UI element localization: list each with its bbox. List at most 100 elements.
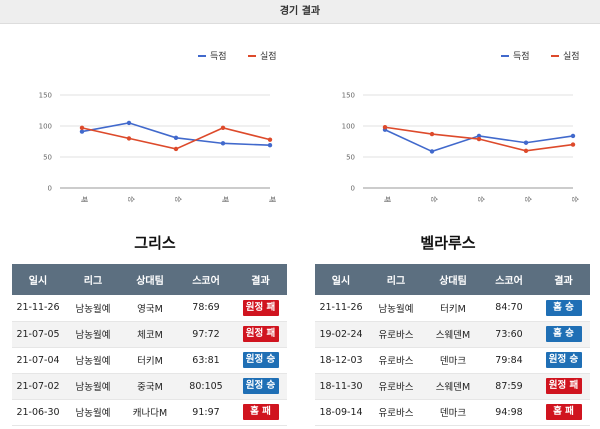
table-row: 18-09-14 유로바스 덴마크 94:98 홈 패 (315, 399, 590, 425)
results-table-greece: 일시 리그 상대팀 스코어 결과 21-11-26 남농월예 영국M 78:69 원정 … (12, 264, 287, 426)
data-point (570, 133, 576, 139)
y-tick-label: 150 (39, 92, 52, 100)
cell-result: 홈 패 (234, 399, 287, 425)
cell-opponent: 체코M (122, 321, 178, 347)
x-tick-label: 승 (174, 196, 182, 203)
cell-league: 유로바스 (367, 347, 425, 373)
cell-league: 남농월예 (64, 399, 122, 425)
cell-result: 원정 패 (234, 321, 287, 347)
table-row: 18-11-30 유로바스 스웨덴M 87:59 원정 패 (315, 373, 590, 399)
table-row: 21-11-26 남농월예 영국M 78:69 원정 패 (12, 295, 287, 321)
cell-score: 73:60 (481, 321, 537, 347)
cell-opponent: 중국M (122, 373, 178, 399)
cell-league: 남농월예 (64, 295, 122, 321)
cell-result: 원정 패 (537, 373, 590, 399)
cell-date: 18-12-03 (315, 347, 367, 373)
results-table-belarus: 일시 리그 상대팀 스코어 결과 21-11-26 남농월예 터키M 84:70 홈 승… (315, 264, 590, 426)
cell-score: 78:69 (178, 295, 234, 321)
x-tick-label: 승 (430, 196, 438, 203)
data-point (79, 125, 85, 131)
legend-label: 득점 (210, 50, 227, 62)
table-row: 21-07-05 남농월예 체코M 97:72 원정 패 (12, 321, 287, 347)
table-row: 21-11-26 남농월예 터키M 84:70 홈 승 (315, 295, 590, 321)
data-point (429, 131, 435, 137)
cell-result: 홈 승 (537, 295, 590, 321)
page-title: 경기 결과 (0, 0, 600, 24)
cell-result: 원정 승 (234, 373, 287, 399)
cell-score: 87:59 (481, 373, 537, 399)
x-tick-label: 패 (268, 196, 277, 202)
column-header-date: 일시 (12, 264, 64, 295)
column-header-result: 결과 (537, 264, 590, 295)
result-badge: 홈 패 (545, 404, 582, 420)
y-tick-label: 100 (39, 123, 52, 131)
cell-opponent: 스웨덴M (425, 321, 481, 347)
cell-date: 21-11-26 (12, 295, 64, 321)
result-badge: 원정 승 (242, 352, 279, 368)
x-tick-label: 패 (221, 196, 230, 202)
cell-result: 홈 패 (537, 399, 590, 425)
y-tick-label: 0 (351, 185, 355, 193)
x-tick-label: 승 (477, 196, 485, 203)
result-badge: 원정 승 (545, 352, 582, 368)
cell-result: 원정 승 (234, 347, 287, 373)
cell-date: 21-06-30 (12, 399, 64, 425)
data-point (267, 137, 273, 142)
data-point (220, 125, 226, 131)
cell-opponent: 터키M (122, 347, 178, 373)
y-tick-label: 150 (342, 92, 355, 100)
cell-league: 남농월예 (367, 295, 425, 321)
data-point (126, 136, 132, 141)
cell-score: 80:105 (178, 373, 234, 399)
cell-score: 84:70 (481, 295, 537, 321)
x-tick-label: 패 (383, 196, 392, 202)
legend-label: 실점 (260, 50, 277, 62)
x-tick-label: 승 (524, 196, 532, 203)
cell-score: 63:81 (178, 347, 234, 373)
data-point (267, 143, 273, 148)
chart-legend: 득점 실점 (501, 50, 580, 62)
table-header-row: 일시 리그 상대팀 스코어 결과 (12, 264, 287, 295)
result-badge: 원정 패 (545, 378, 582, 394)
cell-score: 91:97 (178, 399, 234, 425)
column-header-league: 리그 (64, 264, 122, 295)
table-row: 21-07-02 남농월예 중국M 80:105 원정 승 (12, 373, 287, 399)
table-row: 19-02-24 유로바스 스웨덴M 73:60 홈 승 (315, 321, 590, 347)
cell-opponent: 스웨덴M (425, 373, 481, 399)
column-header-date: 일시 (315, 264, 367, 295)
data-point (523, 148, 529, 153)
data-point (476, 136, 482, 142)
cell-score: 94:98 (481, 399, 537, 425)
cell-date: 21-07-02 (12, 373, 64, 399)
data-point (220, 141, 226, 146)
cell-date: 21-07-05 (12, 321, 64, 347)
result-badge: 홈 패 (242, 404, 279, 420)
team-name-greece: 그리스 (134, 234, 176, 252)
chart-greece: 득점 실점 0 50 100 150 패 승 승 패 패 (0, 40, 290, 220)
cell-date: 21-07-04 (12, 347, 64, 373)
result-badge: 원정 패 (242, 326, 279, 342)
table-row: 18-12-03 유로바스 덴마크 79:84 원정 승 (315, 347, 590, 373)
y-tick-label: 100 (342, 123, 355, 131)
y-tick-label: 0 (48, 185, 52, 193)
data-point (382, 125, 388, 130)
line-chart-belarus: 득점 실점 0 50 100 150 패 승 승 승 승 (342, 50, 580, 203)
cell-score: 97:72 (178, 321, 234, 347)
legend-label: 득점 (513, 50, 530, 62)
cell-opponent: 영국M (122, 295, 178, 321)
data-point (173, 146, 179, 152)
cell-league: 유로바스 (367, 373, 425, 399)
result-badge: 홈 승 (545, 299, 582, 316)
data-point (173, 135, 179, 140)
column-header-opponent: 상대팀 (122, 264, 178, 295)
cell-date: 18-09-14 (315, 399, 367, 425)
cell-league: 유로바스 (367, 321, 425, 347)
cell-league: 남농월예 (64, 373, 122, 399)
column-header-opponent: 상대팀 (425, 264, 481, 295)
data-point (523, 140, 529, 145)
cell-league: 유로바스 (367, 399, 425, 425)
data-point (79, 129, 85, 134)
cell-league: 남농월예 (64, 347, 122, 373)
cell-date: 19-02-24 (315, 321, 367, 347)
line-chart-greece: 득점 실점 0 50 100 150 패 승 승 패 패 (39, 50, 277, 203)
